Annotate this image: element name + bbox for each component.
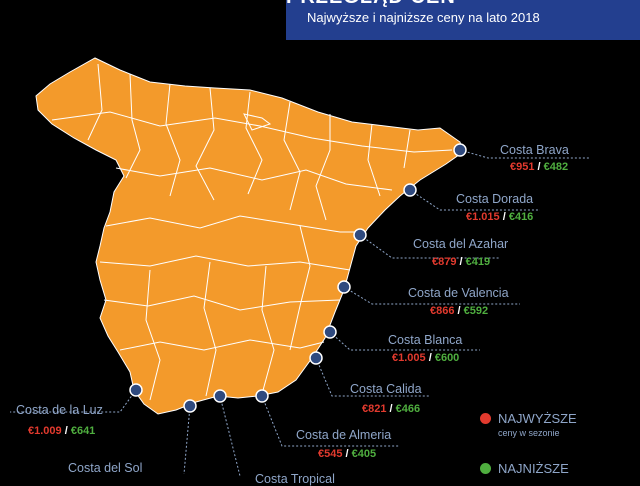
label-costa-de-valencia: Costa de Valencia [408,286,509,300]
price-high: €866 [430,305,455,317]
header-banner: PRZEGLĄD CEN Najwyższe i najniższe ceny … [286,0,640,40]
marker-costa-tropical[interactable] [213,389,227,403]
price-high: €1.015 [466,211,500,223]
price-low: €482 [543,161,569,173]
page-title: PRZEGLĄD CEN [286,0,640,9]
price-high: €1.005 [392,352,426,364]
marker-costa-del-sol[interactable] [183,399,197,413]
legend-low-title: NAJNIŻSZE [498,461,569,476]
price-low: €466 [395,403,421,415]
price-low: €592 [463,305,489,317]
label-costa-calida: Costa Calida [350,382,422,396]
price-costa-de-la-luz: €1.009 / €641 [28,425,96,437]
price-low: €416 [508,211,534,223]
coast-markers [129,143,467,413]
price-costa-del-azahar: €879 / €419 [432,256,491,268]
price-low: €641 [70,425,96,437]
label-costa-del-azahar: Costa del Azahar [413,237,509,251]
marker-costa-de-valencia[interactable] [337,280,351,294]
marker-costa-del-azahar[interactable] [353,228,367,242]
price-costa-dorada: €1.015 / €416 [466,211,534,223]
label-costa-de-la-luz: Costa de la Luz [16,403,103,417]
label-costa-blanca: Costa Blanca [388,333,463,347]
label-costa-de-almeria: Costa de Almeria [296,428,392,442]
legend-high-sub: ceny w sezonie [498,428,560,438]
marker-costa-calida[interactable] [309,351,323,365]
price-costa-brava: €951 / €482 [510,161,569,173]
price-costa-de-almeria: €545 / €405 [318,448,377,460]
marker-costa-de-la-luz[interactable] [129,383,143,397]
leader-lines [10,149,590,477]
legend-high-title: NAJWYŻSZE [498,411,577,426]
price-high: €545 [318,448,343,460]
price-high: €1.009 [28,425,62,437]
marker-costa-brava[interactable] [453,143,467,157]
marker-costa-de-almeria[interactable] [255,389,269,403]
marker-costa-blanca[interactable] [323,325,337,339]
price-costa-blanca: €1.005 / €600 [392,352,460,364]
price-low: €419 [465,256,491,268]
price-high: €821 [362,403,387,415]
label-costa-tropical: Costa Tropical [255,472,335,486]
price-high: €879 [432,256,457,268]
page-subtitle: Najwyższe i najniższe ceny na lato 2018 [307,10,540,25]
label-costa-del-sol: Costa del Sol [68,461,143,475]
price-low: €600 [434,352,460,364]
price-costa-calida: €821 / €466 [362,403,421,415]
price-high: €951 [510,161,535,173]
province-borders [51,63,453,401]
marker-costa-dorada[interactable] [403,183,417,197]
label-costa-brava: Costa Brava [500,143,569,157]
legend-low-dot [480,463,491,474]
legend-high-dot [480,413,491,424]
price-costa-de-valencia: €866 / €592 [430,305,489,317]
price-low: €405 [351,448,377,460]
label-costa-dorada: Costa Dorada [456,192,534,206]
